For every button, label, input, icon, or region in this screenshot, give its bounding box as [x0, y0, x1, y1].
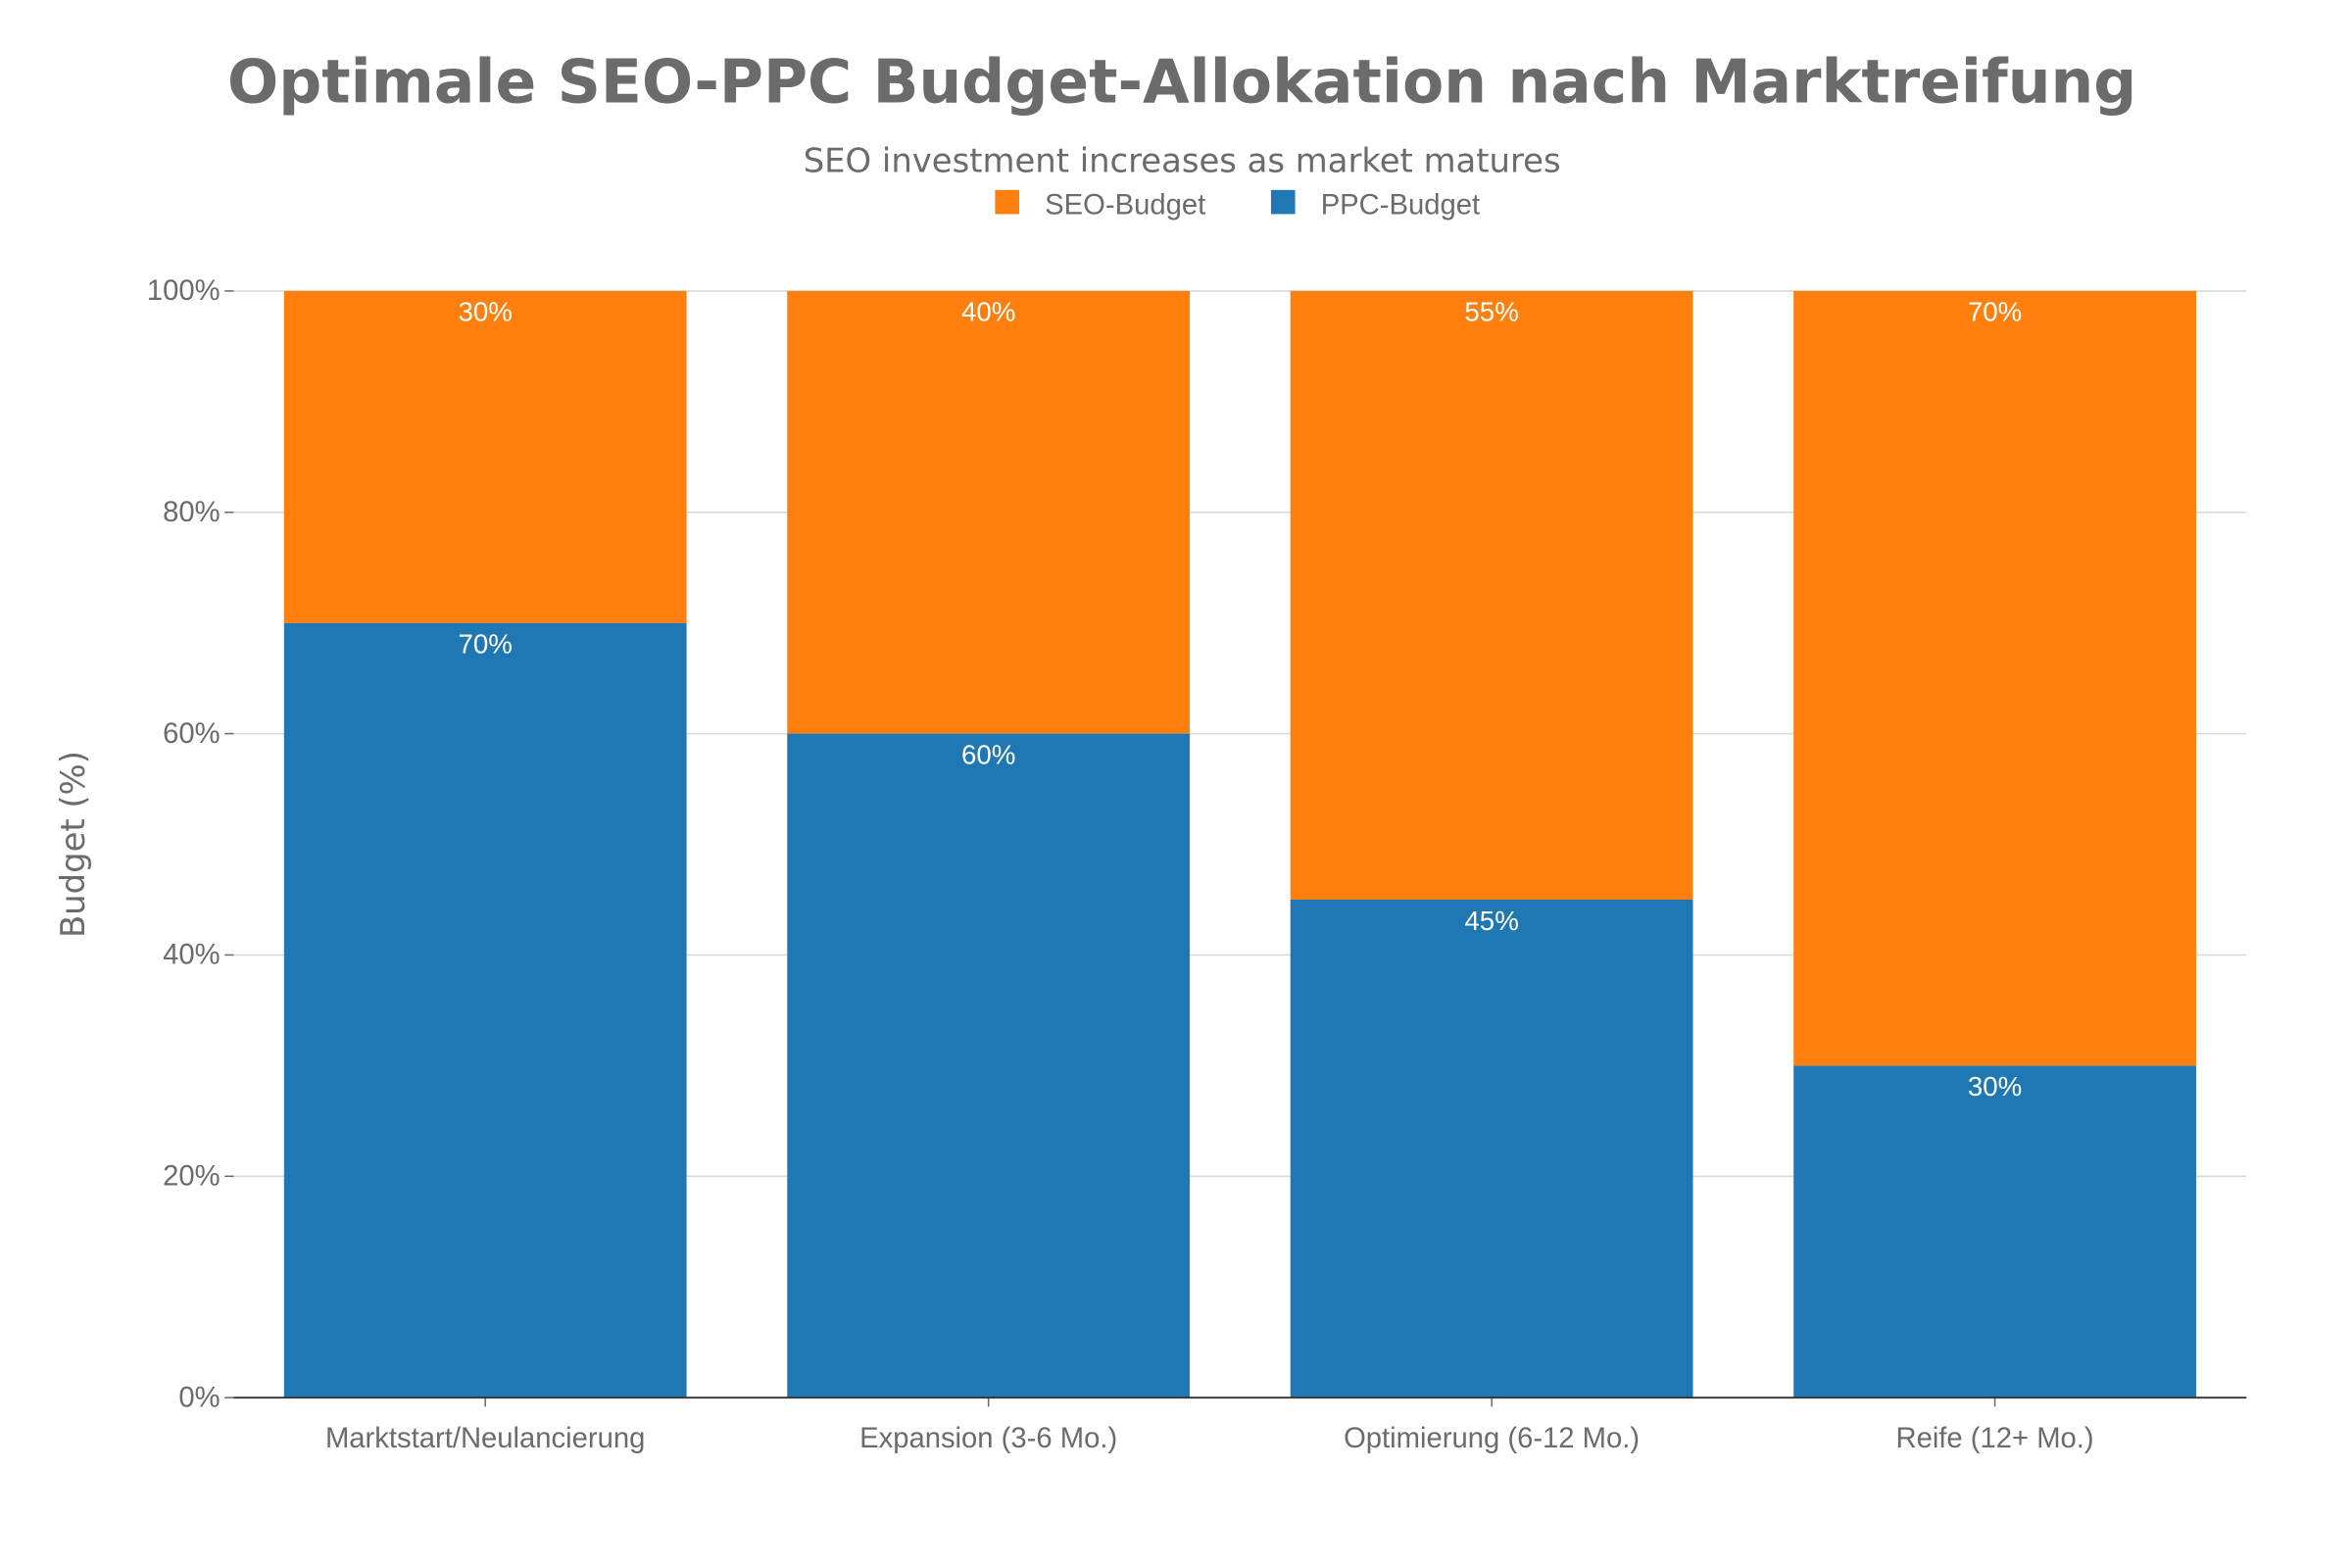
data-label: 60% [961, 739, 1015, 769]
data-label: 55% [1464, 297, 1518, 327]
chart-title: Optimale SEO-PPC Budget-Allokation nach … [227, 47, 2136, 118]
axes: 0% 20% 40% 60% 80% 100% Marktstart/Neulancieru… [147, 275, 2247, 1454]
legend-swatch [1270, 189, 1296, 215]
data-label: 40% [961, 297, 1015, 327]
bar-ppc-budget [1290, 900, 1693, 1398]
x-tick-label: Marktstart/Neulancierung [325, 1423, 645, 1454]
legend: SEO-Budget PPC-Budget [995, 189, 1480, 220]
bar-seo-budget [283, 290, 687, 623]
y-axis-label: Budget (%) [54, 751, 92, 938]
legend-label: PPC-Budget [1321, 189, 1480, 220]
bar-ppc-budget [787, 733, 1191, 1398]
x-tick-label: Reife (12+ Mo.) [1895, 1423, 2093, 1454]
y-tick-label: 60% [163, 718, 220, 750]
y-tick-label: 0% [178, 1382, 220, 1413]
data-label: 30% [1968, 1071, 2022, 1102]
x-tick-label: Expansion (3-6 Mo.) [859, 1423, 1117, 1454]
chart-subtitle: SEO investment increases as market matur… [804, 141, 1561, 179]
x-tick-label: Optimierung (6-12 Mo.) [1344, 1423, 1640, 1454]
legend-label: SEO-Budget [1045, 189, 1205, 220]
data-label: 70% [1968, 297, 2022, 327]
bar-seo-budget [1290, 290, 1693, 900]
data-label: 70% [458, 628, 512, 659]
y-tick-label: 20% [163, 1161, 220, 1193]
bars: 70% 30% 60% 40% 45% 55% 30% 70% [283, 290, 2196, 1398]
y-tick-label: 80% [163, 497, 220, 528]
bar-ppc-budget [1793, 1065, 2196, 1398]
bar-ppc-budget [283, 622, 687, 1398]
data-label: 30% [458, 297, 512, 327]
y-tick-label: 100% [147, 275, 220, 307]
data-label: 45% [1464, 906, 1518, 936]
bar-seo-budget [1793, 290, 2196, 1066]
bar-seo-budget [787, 290, 1191, 734]
legend-swatch [995, 189, 1019, 215]
y-tick-label: 40% [163, 940, 220, 971]
